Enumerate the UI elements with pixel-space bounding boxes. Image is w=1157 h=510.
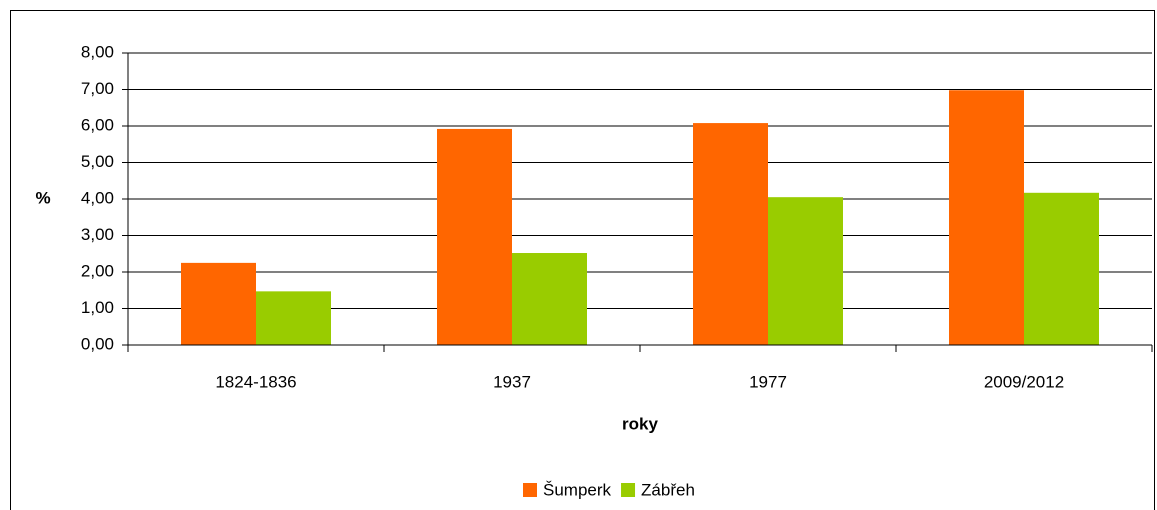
bar	[949, 90, 1024, 345]
y-tick-label: 0,00	[81, 334, 114, 353]
legend-label: Zábřeh	[641, 480, 695, 499]
legend-swatch	[621, 483, 636, 497]
bar	[768, 197, 843, 345]
y-tick-label: 7,00	[81, 79, 114, 98]
y-tick-label: 6,00	[81, 115, 114, 134]
y-tick-label: 1,00	[81, 298, 114, 317]
bar	[256, 291, 331, 345]
bar	[512, 253, 587, 345]
x-axis-label: roky	[622, 414, 658, 433]
y-tick-label: 3,00	[81, 225, 114, 244]
y-tick-label: 8,00	[81, 42, 114, 61]
y-axis-label: %	[35, 188, 50, 207]
legend-swatch	[523, 483, 537, 497]
y-tick-label: 2,00	[81, 261, 114, 280]
bar	[437, 128, 512, 345]
bar	[693, 123, 768, 345]
x-tick-label: 1937	[493, 372, 531, 391]
y-tick-label: 4,00	[81, 188, 114, 207]
x-tick-label: 1977	[749, 372, 787, 391]
x-tick-label: 1824-1836	[215, 372, 296, 391]
bar	[181, 262, 256, 345]
bar	[1024, 192, 1099, 345]
x-tick-label: 2009/2012	[984, 372, 1064, 391]
legend-label: Šumperk	[543, 480, 612, 499]
y-tick-label: 5,00	[81, 152, 114, 171]
